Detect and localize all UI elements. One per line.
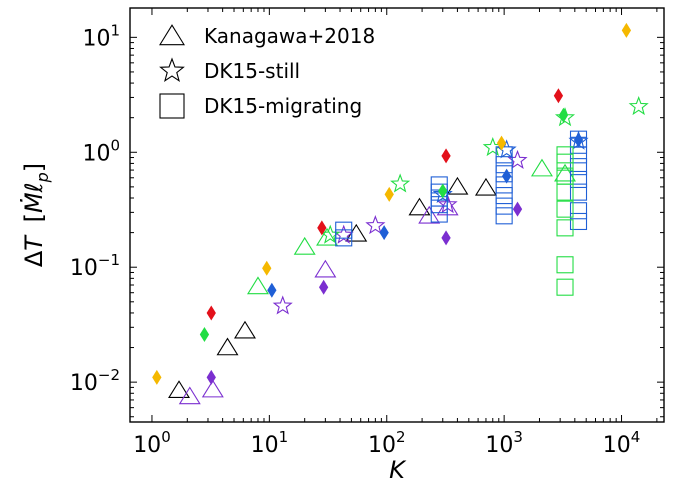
star-marker [628,95,649,116]
square-marker [556,167,574,185]
diamond-marker [384,186,394,202]
y-axis-label: ΔT [Ṁℓp] [19,163,52,267]
square-marker [556,256,574,274]
y-tick-label: 10−1 [70,251,120,281]
x-tick-label: 101 [251,428,289,458]
triangle-marker [314,259,337,278]
triangle-marker [418,205,441,224]
star-marker [507,149,528,169]
square-marker [569,158,588,176]
y-tick-label: 10−2 [70,366,120,396]
diamond-marker [558,107,569,123]
diamond-marker [206,369,216,385]
diamond-marker [152,369,162,385]
legend-label: DK15-still [204,59,300,83]
diamond-marker [553,88,564,104]
y-tick-label: 100 [82,136,120,166]
x-axis-label: K [389,456,407,484]
square-marker [569,183,588,201]
diamond-marker [441,230,451,246]
triangle-marker [293,236,316,255]
star-marker [554,107,576,127]
diamond-marker [318,279,329,295]
legend-label: DK15-migrating [204,94,362,118]
diamond-marker [573,132,584,148]
square-marker [569,202,588,220]
diamond-marker [206,305,216,321]
diamond-marker [262,260,272,276]
diamond-marker [496,135,507,151]
x-tick-label: 104 [603,428,641,458]
square-marker [556,146,574,164]
triangle-marker [159,24,185,46]
triangle-marker [246,276,269,295]
square-marker [495,146,513,164]
star-marker [272,295,293,315]
square-marker [569,170,588,189]
triangle-marker [233,320,256,339]
square-marker [556,200,574,218]
star-marker [159,57,185,82]
diamond-marker [621,22,632,38]
star-marker [320,224,341,244]
diamond-marker [317,220,327,236]
y-axis-label-t: T [20,234,48,251]
square-marker [159,93,185,119]
triangle-marker [168,380,191,399]
triangle-marker [316,227,339,246]
square-marker [495,207,513,225]
square-marker [495,165,513,183]
triangle-marker [216,337,239,356]
triangle-marker [530,158,553,177]
square-marker [430,176,448,194]
x-tick-label: 103 [485,428,523,458]
star-marker [365,215,386,235]
data-markers [152,22,649,405]
diamond-marker [438,183,448,199]
diamond-marker [199,326,210,342]
square-marker [335,229,353,247]
triangle-marker [474,177,497,196]
diamond-marker [379,225,389,241]
plot-frame [129,7,665,423]
diamond-marker [267,282,277,298]
diamond-marker [512,201,523,217]
square-marker [569,212,588,231]
diamond-marker [441,148,451,164]
square-marker [556,219,574,237]
triangle-marker [201,379,224,398]
legend-label: Kanagawa+2018 [204,24,375,48]
x-tick-label: 102 [368,428,406,458]
square-marker [495,197,513,215]
triangle-marker [408,197,431,216]
square-marker [495,187,513,205]
star-marker [390,173,411,193]
square-marker [556,278,574,296]
triangle-marker [446,176,469,195]
y-axis-label-delta: Δ [20,250,48,267]
y-tick-label: 101 [82,21,120,51]
x-tick-label: 100 [133,428,171,458]
diamond-marker [501,168,512,184]
legend: Kanagawa+2018 DK15-still DK15-migrating [159,24,375,119]
triangle-marker [178,386,201,405]
